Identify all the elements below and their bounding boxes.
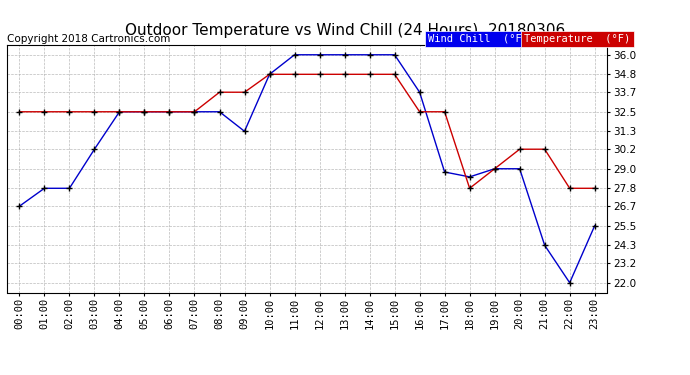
Text: Outdoor Temperature vs Wind Chill (24 Hours)  20180306: Outdoor Temperature vs Wind Chill (24 Ho… xyxy=(125,22,565,38)
Text: Temperature  (°F): Temperature (°F) xyxy=(524,34,631,44)
Text: Copyright 2018 Cartronics.com: Copyright 2018 Cartronics.com xyxy=(7,34,170,44)
Text: Wind Chill  (°F): Wind Chill (°F) xyxy=(428,34,528,44)
